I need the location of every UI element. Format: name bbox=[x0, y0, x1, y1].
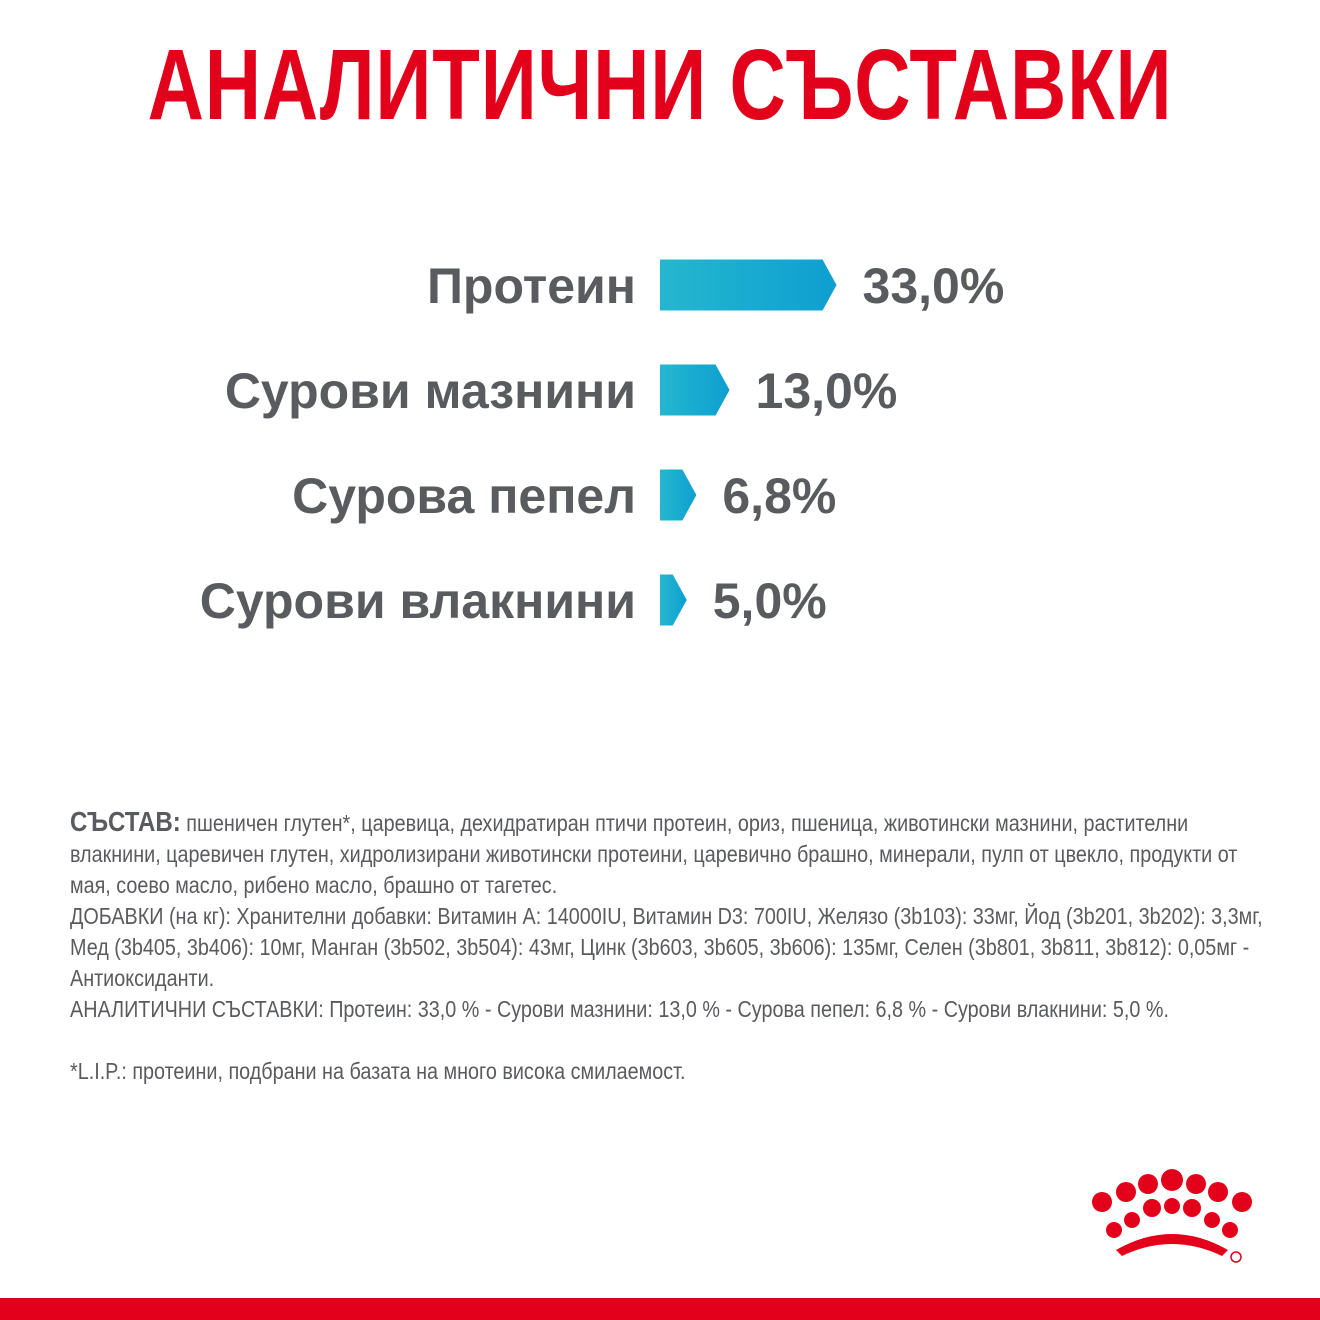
category-label: Протеин bbox=[427, 258, 636, 314]
value-bar bbox=[660, 574, 687, 626]
analytical-text: АНАЛИТИЧНИ СЪСТАВКИ: Протеин: 33,0 % - С… bbox=[70, 996, 1169, 1022]
value-label: 6,8% bbox=[722, 468, 836, 524]
value-label: 33,0% bbox=[863, 258, 1005, 314]
category-label: Сурова пепел bbox=[292, 468, 636, 524]
value-label: 5,0% bbox=[713, 573, 827, 629]
category-label: Сурови мазнини bbox=[225, 363, 636, 419]
royal-canin-crown-icon bbox=[1092, 1169, 1252, 1263]
value-bar bbox=[660, 469, 697, 521]
ingredients-text: пшеничен глутен*, царевица, дехидратиран… bbox=[70, 810, 1238, 898]
value-label: 13,0% bbox=[756, 363, 898, 419]
composition-block: СЪСТАВ: пшеничен глутен*, царевица, дехи… bbox=[70, 806, 1265, 1087]
footnote-text: *L.I.P.: протеини, подбрани на базата на… bbox=[70, 1058, 686, 1084]
ingredients-paragraph: СЪСТАВ: пшеничен глутен*, царевица, дехи… bbox=[70, 806, 1265, 901]
value-bar bbox=[660, 364, 730, 416]
bottom-brand-bar bbox=[0, 1298, 1320, 1320]
category-label: Сурови влакнини bbox=[200, 573, 636, 629]
composition-heading: СЪСТАВ: bbox=[70, 806, 181, 837]
page-title: АНАЛИТИЧНИ СЪСТАВКИ bbox=[147, 29, 1173, 141]
additives-text: ДОБАВКИ (на кг): Хранителни добавки: Вит… bbox=[70, 903, 1263, 991]
nutrient-bar-chart: Протеин 33,0% Сурови мазнини 13,0% Сурова пе… bbox=[200, 258, 1005, 629]
value-bar bbox=[660, 259, 837, 311]
